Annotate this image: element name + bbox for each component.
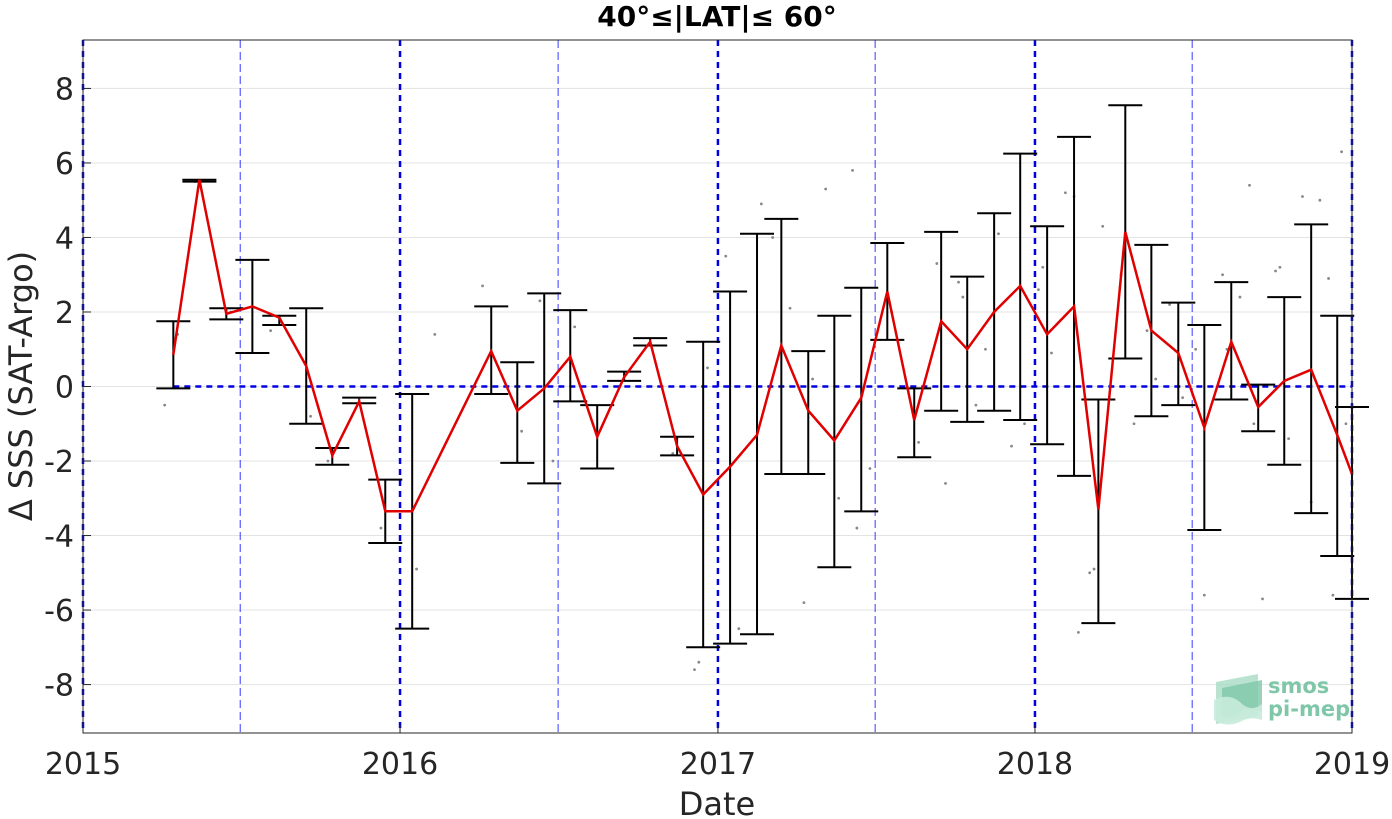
scatter-point [520, 429, 524, 433]
y-tick-label: -6 [44, 594, 74, 629]
scatter-point [693, 668, 696, 672]
scatter-point [1327, 277, 1330, 280]
scatter-point [1154, 377, 1158, 381]
scatter-point [163, 403, 167, 407]
y-tick-label: 4 [55, 221, 74, 256]
scatter-point [1063, 191, 1067, 195]
error-bar [791, 350, 826, 476]
scatter-point [1301, 195, 1304, 198]
y-axis-label: Δ SSS (SAT-Argo) [2, 251, 40, 521]
logo-text-line1: smos [1268, 674, 1329, 698]
scatter-point [737, 627, 741, 631]
x-tick-label: 2018 [997, 747, 1073, 782]
y-tick-label: 0 [55, 371, 74, 406]
scatter-point [1092, 567, 1096, 571]
scatter-point [984, 347, 987, 351]
scatter-point [851, 169, 854, 172]
scatter-point [855, 526, 859, 530]
y-axis-ticks: -8 -6 -4 -2 0 2 4 6 8 [44, 72, 91, 704]
x-axis-label: Date [679, 785, 755, 819]
chart-title: 40°≤|LAT|≤ 60° [597, 0, 837, 33]
scatter-point [788, 306, 792, 310]
scatter-point [697, 660, 701, 664]
y-tick-label: -8 [44, 669, 74, 704]
scatter-point [917, 440, 920, 444]
scatter-point [974, 403, 978, 407]
scatter-point [481, 284, 484, 288]
scatter-point [1202, 593, 1206, 597]
scatter-point [573, 325, 577, 329]
y-tick-label: 6 [55, 147, 74, 182]
scatter-point [1287, 437, 1290, 441]
y-tick-label: -4 [44, 520, 74, 555]
scatter-point [671, 452, 675, 455]
scatter-point [811, 377, 815, 381]
scatter-point [1037, 288, 1040, 292]
error-bar [156, 320, 191, 390]
y-tick-label: -2 [44, 445, 74, 480]
scatter-point [309, 414, 312, 418]
scatter-point [1248, 183, 1251, 187]
scatter-point [1238, 295, 1242, 299]
y-tick-label: 8 [55, 72, 74, 107]
scatter-point [1261, 597, 1264, 601]
scatter-point [326, 459, 330, 463]
x-tick-label: 2015 [45, 747, 121, 782]
x-tick-label: 2016 [362, 747, 438, 782]
scatter-point [771, 236, 775, 239]
y-tick-label: 2 [55, 296, 74, 331]
scatter-point [538, 299, 542, 303]
logo-text-line2: pi-mep [1268, 697, 1350, 721]
scatter-point [935, 262, 939, 265]
smos-pi-mep-logo: smos pi-mep [1214, 674, 1350, 725]
scatter-point [1274, 269, 1277, 273]
x-tick-label: 2019 [1314, 747, 1390, 782]
scatter-point [1041, 265, 1045, 269]
scatter-point [1010, 444, 1013, 448]
scatter-point [415, 567, 418, 571]
x-tick-label: 2017 [680, 747, 756, 782]
scatter-point [1344, 422, 1348, 426]
scatter-point [802, 601, 806, 604]
scatter-point [961, 295, 965, 299]
x-axis-ticks: 2015 2016 2017 2018 2019 [45, 725, 1390, 782]
scatter-point [1318, 198, 1322, 202]
error-bar [500, 361, 535, 464]
scatter-point [1076, 631, 1080, 634]
scatter-point [1088, 571, 1092, 575]
scatter-point [957, 280, 960, 284]
scatter-point [1145, 329, 1149, 333]
error-bar [897, 387, 932, 459]
scatter-point [1278, 265, 1282, 269]
scatter-point [997, 232, 1000, 236]
scatter-point [1101, 224, 1105, 228]
scatter-point [1221, 273, 1224, 277]
scatter-point [724, 254, 728, 258]
scatter-point [1340, 150, 1343, 154]
scatter-point [433, 332, 437, 336]
scatter-point [1168, 303, 1171, 306]
scatter-point [944, 481, 947, 485]
wave-icon [1214, 674, 1262, 725]
scatter-point [1023, 422, 1026, 426]
scatter-point [379, 526, 383, 530]
scatter-point [706, 366, 709, 370]
mean-line [172, 179, 1354, 513]
scatter-point [837, 496, 841, 500]
scatter-point [868, 467, 872, 470]
scatter-point [1132, 422, 1136, 426]
scatter-point [1252, 422, 1256, 426]
scatter-point [551, 459, 555, 463]
scatter-point [1331, 593, 1335, 597]
scatter-point [1050, 351, 1053, 355]
scatter-point [269, 329, 273, 333]
scatter-point [824, 187, 828, 191]
scatter-point [759, 202, 763, 206]
scatter-point [1181, 396, 1185, 400]
scatter-point [1194, 347, 1198, 351]
